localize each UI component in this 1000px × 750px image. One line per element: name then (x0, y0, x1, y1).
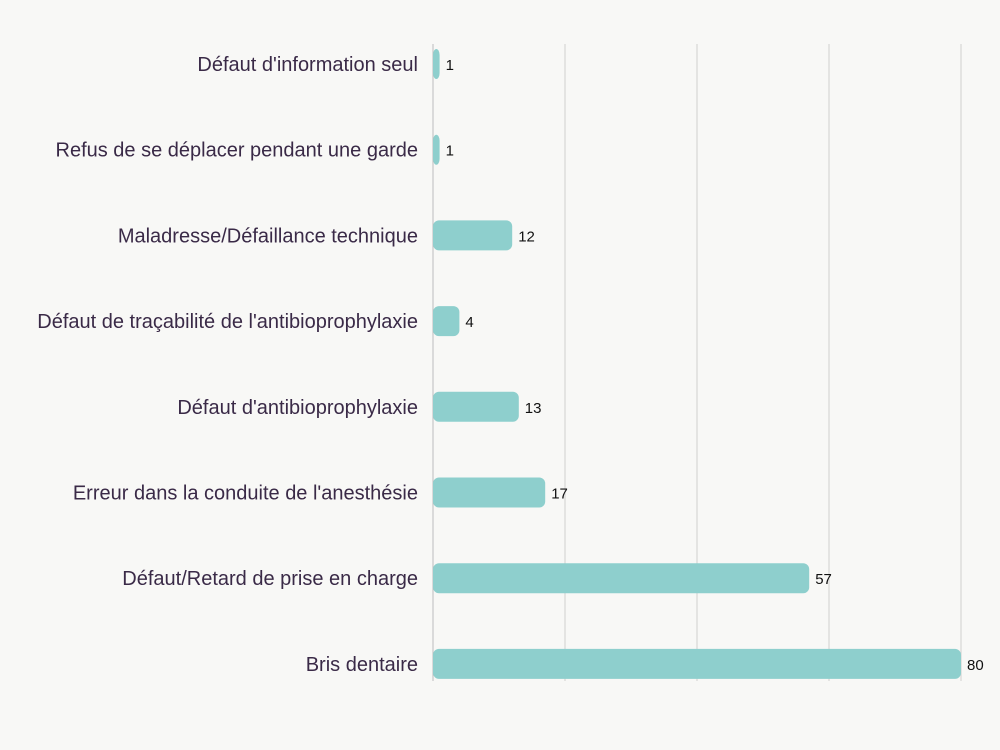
bar (433, 648, 961, 679)
bar (433, 49, 440, 79)
category-label: Bris dentaire (306, 654, 418, 676)
category-labels: Défaut d'information seul Refus de se dép… (37, 54, 418, 676)
bar (433, 220, 513, 251)
bars (433, 49, 961, 679)
category-label: Défaut d'information seul (197, 54, 418, 76)
category-label: Erreur dans la conduite de l'anesthésie (73, 483, 418, 505)
value-label: 4 (465, 314, 473, 331)
value-label: 57 (815, 571, 832, 588)
category-label: Refus de se déplacer pendant une garde (56, 140, 419, 162)
category-label: Défaut d'antibioprophylaxie (177, 397, 418, 419)
bar (433, 477, 546, 508)
value-labels: 1 1 12 4 13 17 57 80 (446, 57, 984, 674)
bar (433, 306, 460, 337)
bar (433, 391, 519, 422)
category-label: Défaut/Retard de prise en charge (122, 568, 418, 590)
value-label: 80 (967, 657, 984, 674)
value-label: 17 (551, 486, 568, 503)
bar (433, 134, 440, 165)
value-label: 1 (446, 57, 454, 74)
value-label: 12 (518, 228, 535, 245)
value-label: 1 (446, 143, 454, 160)
category-label: Maladresse/Défaillance technique (118, 225, 418, 247)
category-label: Défaut de traçabilité de l'antibioprophy… (37, 311, 418, 333)
value-label: 13 (525, 400, 542, 417)
bar (433, 563, 810, 594)
